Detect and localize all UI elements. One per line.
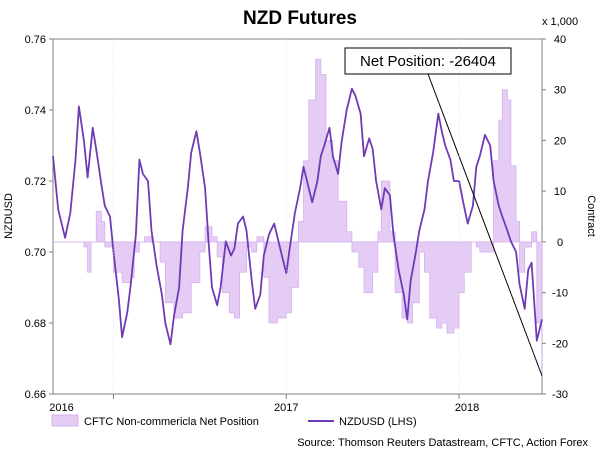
right-tick-label: 0 xyxy=(557,237,563,249)
left-axis-title: NZDUSD xyxy=(3,193,15,239)
right-tick-label: 20 xyxy=(554,135,566,147)
x-tick-label: 2017 xyxy=(274,402,298,414)
net-position-area xyxy=(53,58,543,376)
left-tick-label: 0.72 xyxy=(25,176,46,188)
nzdusd-line xyxy=(52,87,543,346)
x-tick-label: 2018 xyxy=(455,402,479,414)
left-tick-label: 0.76 xyxy=(25,34,46,46)
net-position-callout-line xyxy=(427,73,543,376)
nzdusd-line-layer xyxy=(52,87,543,346)
net-position-callout-text: Net Position: -26404 xyxy=(360,53,496,70)
left-tick-label: 0.66 xyxy=(25,389,46,401)
right-axis-title: Contract xyxy=(585,195,597,237)
plot-area xyxy=(52,38,543,395)
right-tick-label: -30 xyxy=(552,389,568,401)
chart-title: NZD Futures xyxy=(243,8,357,29)
right-tick-label: -20 xyxy=(552,338,568,350)
legend-swatch-net-position xyxy=(51,414,79,427)
source-note: Source: Thomson Reuters Datastream, CFTC… xyxy=(297,437,588,449)
right-axis-multiplier: x 1,000 xyxy=(542,16,578,28)
legend-label-net-position: CFTC Non-commericla Net Position xyxy=(84,416,259,428)
left-tick-label: 0.70 xyxy=(25,247,46,259)
right-axis: -30 -20 -10 0 10 20 30 40 xyxy=(542,34,568,401)
x-axis: 2016 2017 2018 xyxy=(49,39,479,414)
right-tick-label: 30 xyxy=(554,85,566,97)
legend-label-nzdusd: NZDUSD (LHS) xyxy=(339,416,417,428)
right-tick-label: 10 xyxy=(554,186,566,198)
net-position-callout-box xyxy=(344,47,512,75)
right-tick-label: 40 xyxy=(554,34,566,46)
left-tick-label: 0.68 xyxy=(25,318,46,330)
left-axis: 0.66 0.68 0.70 0.72 0.74 0.76 xyxy=(25,34,53,401)
x-tick-label: 2016 xyxy=(49,402,73,414)
legend: CFTC Non-commericla Net Position NZDUSD … xyxy=(51,414,417,428)
left-tick-label: 0.74 xyxy=(25,105,46,117)
right-tick-label: -10 xyxy=(552,288,568,300)
